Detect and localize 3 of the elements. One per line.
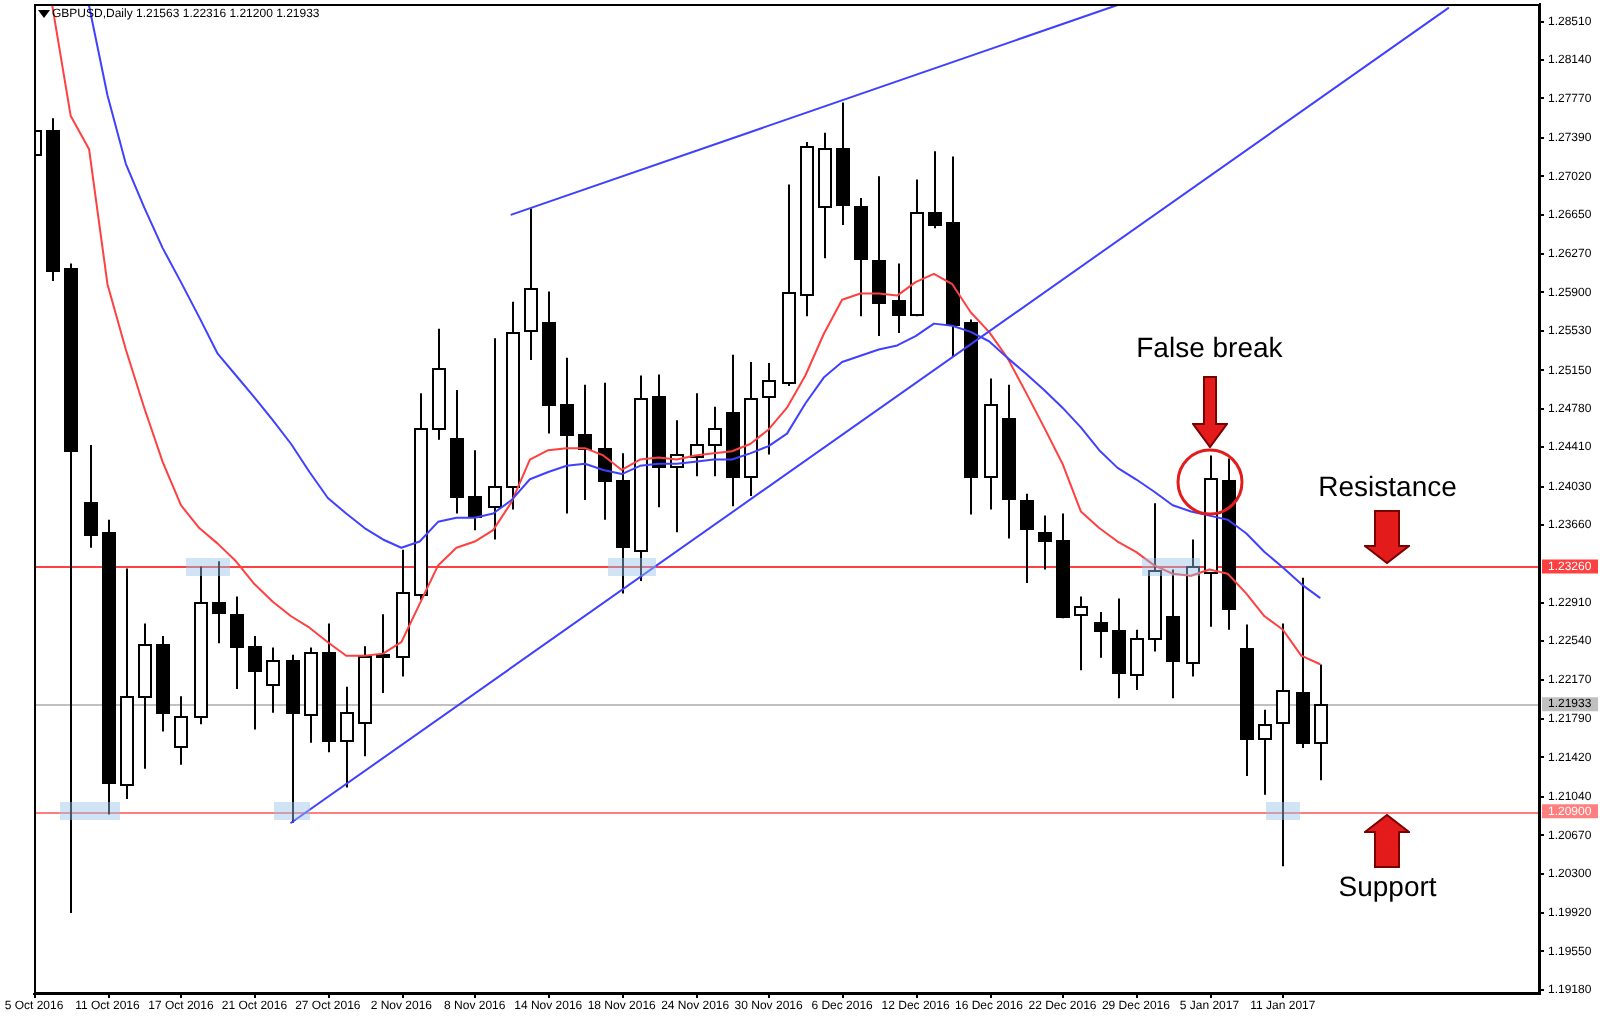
annotation: False break: [1136, 331, 1285, 364]
annotation: Support: [1338, 870, 1437, 903]
annotation: Resistance: [1318, 470, 1458, 503]
